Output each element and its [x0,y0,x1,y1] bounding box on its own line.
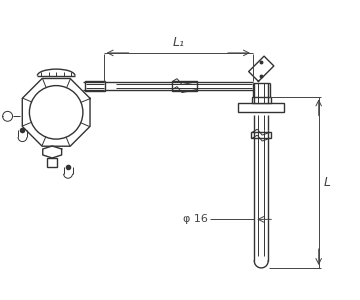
Bar [47,158,57,167]
Text: L: L [324,176,330,189]
Bar [85,81,105,91]
Bar [238,103,284,112]
Text: L₁: L₁ [172,36,184,49]
Bar [172,81,197,91]
Bar [251,132,271,138]
Text: φ 16: φ 16 [183,214,208,224]
Bar [252,97,271,104]
